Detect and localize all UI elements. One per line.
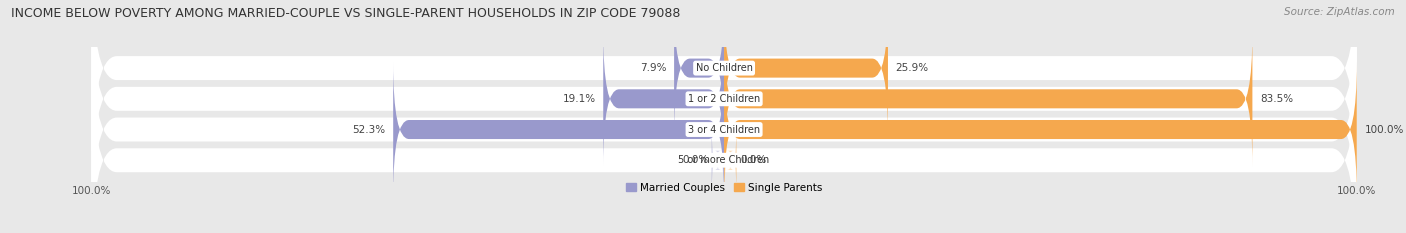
FancyBboxPatch shape: [673, 1, 724, 135]
Text: 0.0%: 0.0%: [682, 155, 709, 165]
Text: Source: ZipAtlas.com: Source: ZipAtlas.com: [1284, 7, 1395, 17]
Text: 100.0%: 100.0%: [1364, 124, 1403, 134]
FancyBboxPatch shape: [724, 1, 889, 135]
FancyBboxPatch shape: [724, 124, 737, 197]
Text: 52.3%: 52.3%: [353, 124, 385, 134]
Text: 1 or 2 Children: 1 or 2 Children: [688, 94, 761, 104]
FancyBboxPatch shape: [91, 0, 1357, 179]
FancyBboxPatch shape: [394, 62, 724, 197]
Text: No Children: No Children: [696, 63, 752, 73]
FancyBboxPatch shape: [711, 124, 724, 197]
FancyBboxPatch shape: [91, 49, 1357, 233]
FancyBboxPatch shape: [91, 19, 1357, 233]
FancyBboxPatch shape: [91, 0, 1357, 210]
Legend: Married Couples, Single Parents: Married Couples, Single Parents: [626, 183, 823, 193]
FancyBboxPatch shape: [603, 31, 724, 166]
Text: 0.0%: 0.0%: [740, 155, 766, 165]
Text: 25.9%: 25.9%: [896, 63, 929, 73]
FancyBboxPatch shape: [724, 31, 1253, 166]
FancyBboxPatch shape: [724, 62, 1357, 197]
Text: 5 or more Children: 5 or more Children: [679, 155, 769, 165]
Text: INCOME BELOW POVERTY AMONG MARRIED-COUPLE VS SINGLE-PARENT HOUSEHOLDS IN ZIP COD: INCOME BELOW POVERTY AMONG MARRIED-COUPL…: [11, 7, 681, 20]
Text: 19.1%: 19.1%: [562, 94, 596, 104]
Text: 3 or 4 Children: 3 or 4 Children: [688, 124, 761, 134]
Text: 83.5%: 83.5%: [1260, 94, 1294, 104]
Text: 7.9%: 7.9%: [640, 63, 666, 73]
